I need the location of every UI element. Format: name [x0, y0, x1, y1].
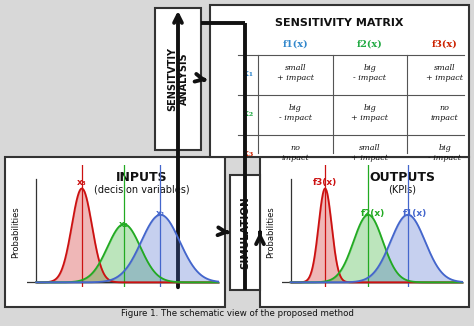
- Text: no
impact: no impact: [431, 104, 458, 122]
- FancyBboxPatch shape: [155, 8, 201, 150]
- Text: big
- impact: big - impact: [279, 104, 312, 122]
- Text: f2(x): f2(x): [357, 39, 383, 49]
- Text: (decision variables): (decision variables): [93, 184, 189, 194]
- Text: Probabilities: Probabilities: [266, 206, 275, 258]
- FancyBboxPatch shape: [230, 175, 260, 290]
- Text: x₂: x₂: [119, 220, 129, 229]
- Text: big
- impact: big - impact: [428, 144, 461, 162]
- Text: Figure 1. The schematic view of the proposed method: Figure 1. The schematic view of the prop…: [120, 309, 354, 318]
- Text: SENSITVTIY
ANALYSIS: SENSITVTIY ANALYSIS: [167, 47, 189, 111]
- Text: x₃: x₃: [77, 178, 87, 186]
- Text: small
+ impact: small + impact: [277, 64, 314, 82]
- Text: SIMULATION: SIMULATION: [240, 196, 250, 269]
- Text: f1(x): f1(x): [283, 39, 308, 49]
- FancyBboxPatch shape: [5, 157, 225, 307]
- Text: f3(x): f3(x): [313, 178, 337, 186]
- Text: small
+ impact: small + impact: [426, 64, 463, 82]
- Text: no
impact: no impact: [282, 144, 309, 162]
- Text: x₁: x₁: [155, 210, 165, 218]
- Text: OUTPUTS: OUTPUTS: [369, 171, 435, 184]
- FancyBboxPatch shape: [210, 5, 469, 157]
- Text: Probabilities: Probabilities: [11, 206, 20, 258]
- Text: SENSITIVITY MATRIX: SENSITIVITY MATRIX: [275, 18, 404, 28]
- Text: INPUTS: INPUTS: [116, 171, 167, 184]
- FancyBboxPatch shape: [260, 157, 469, 307]
- Text: small
+ impact: small + impact: [352, 144, 389, 162]
- Text: f3(x): f3(x): [432, 39, 457, 49]
- Text: x₃: x₃: [243, 149, 253, 157]
- Text: f2(x): f2(x): [361, 210, 385, 218]
- Text: big
+ impact: big + impact: [352, 104, 389, 122]
- Text: (KPIs): (KPIs): [388, 184, 416, 194]
- Text: f1(x): f1(x): [402, 210, 427, 218]
- Text: x₂: x₂: [243, 109, 253, 117]
- Text: x₁: x₁: [243, 68, 253, 78]
- Text: big
- impact: big - impact: [354, 64, 386, 82]
